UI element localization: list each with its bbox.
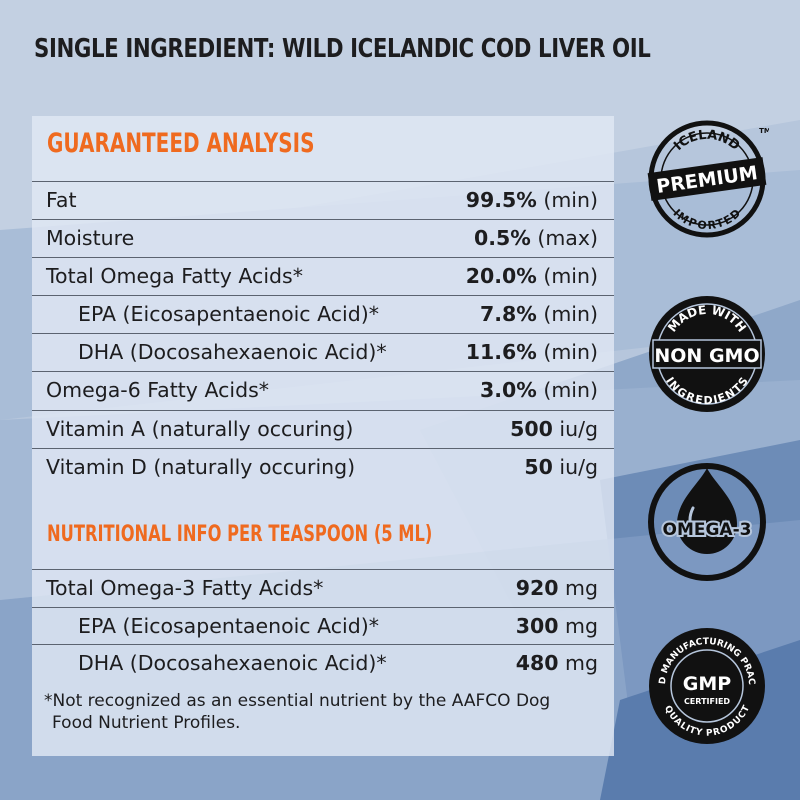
badge-sub-text: CERTIFIED: [684, 697, 730, 706]
table-row: Vitamin A (naturally occuring) 500 iu/g: [32, 409, 614, 448]
value-unit: (min): [543, 302, 598, 327]
value-number: 11.6%: [465, 340, 537, 365]
value-number: 480: [515, 651, 559, 675]
table-row: Fat 99.5% (min): [32, 181, 614, 219]
iceland-premium-badge: ICELAND IMPORTED PREMIUM TM: [645, 117, 771, 241]
value-number: 500: [510, 416, 553, 441]
guaranteed-analysis-table: Fat 99.5% (min) Moisture 0.5% (max) Tota…: [32, 181, 614, 486]
value-unit: (min): [543, 340, 598, 365]
badge-middle-text: NON GMO: [654, 345, 759, 367]
value-number: 7.8%: [479, 302, 537, 327]
value-unit: (min): [543, 378, 598, 403]
row-value: 20.0% (min): [466, 264, 598, 288]
table-row: DHA (Docosahexaenoic Acid)* 11.6% (min): [32, 333, 614, 371]
row-label: DHA (Docosahexaenoic Acid)*: [78, 340, 387, 365]
table-row: Omega-6 Fatty Acids* 3.0% (min): [32, 371, 614, 409]
table-row: Vitamin D (naturally occuring) 50 iu/g: [32, 447, 614, 486]
table-row: DHA (Docosahexaenoic Acid)* 480 mg: [32, 644, 614, 682]
value-number: 920: [515, 576, 559, 600]
value-number: 300: [515, 613, 559, 638]
value-unit: iu/g: [559, 454, 598, 479]
badge-middle-text: OMEGA-3: [663, 520, 752, 540]
value-number: 99.5%: [465, 188, 537, 212]
value-unit: mg: [565, 576, 598, 600]
nutritional-info-heading: NUTRITIONAL INFO PER TEASPOON (5 ML): [47, 522, 433, 547]
value-number: 3.0%: [479, 378, 537, 403]
row-value: 7.8% (min): [480, 302, 598, 326]
row-label: Vitamin A (naturally occuring): [46, 416, 354, 441]
row-value: 99.5% (min): [466, 188, 598, 212]
row-label: Moisture: [46, 226, 135, 251]
footnote-line-1: *Not recognized as an essential nutrient…: [44, 691, 551, 711]
row-value: 920 mg: [516, 576, 598, 600]
row-label: Vitamin D (naturally occuring): [46, 454, 356, 479]
trademark-text: TM: [759, 127, 769, 135]
row-value: 500 iu/g: [510, 417, 598, 441]
row-label: Fat: [46, 188, 77, 212]
value-unit: (min): [543, 188, 598, 212]
table-row: Moisture 0.5% (max): [32, 219, 614, 257]
value-number: 0.5%: [473, 226, 531, 251]
analysis-panel: [32, 116, 614, 756]
table-row: EPA (Eicosapentaenoic Acid)* 300 mg: [32, 606, 614, 645]
omega-3-badge: OMEGA-3: [645, 460, 769, 584]
value-unit: iu/g: [559, 416, 598, 441]
value-unit: (min): [543, 264, 598, 289]
value-unit: (max): [537, 226, 598, 251]
row-value: 50 iu/g: [524, 455, 598, 479]
row-label: Omega-6 Fatty Acids*: [46, 378, 270, 403]
value-unit: mg: [565, 651, 598, 675]
value-number: 20.0%: [465, 264, 537, 289]
table-row: Total Omega-3 Fatty Acids* 920 mg: [32, 569, 614, 607]
badge-middle-text: GMP: [683, 673, 732, 695]
row-value: 11.6% (min): [466, 340, 598, 364]
value-number: 50: [524, 454, 553, 479]
row-label: Total Omega Fatty Acids*: [46, 264, 303, 289]
nutritional-info-table: Total Omega-3 Fatty Acids* 920 mg EPA (E…: [32, 569, 614, 682]
row-value: 300 mg: [516, 614, 598, 638]
row-value: 3.0% (min): [480, 378, 598, 402]
value-unit: mg: [565, 613, 598, 638]
row-label: EPA (Eicosapentaenoic Acid)*: [78, 613, 379, 638]
row-label: Total Omega-3 Fatty Acids*: [46, 576, 324, 600]
row-label: DHA (Docosahexaenoic Acid)*: [78, 651, 387, 675]
page-title: SINGLE INGREDIENT: WILD ICELANDIC COD LI…: [34, 34, 651, 64]
row-value: 480 mg: [516, 651, 598, 675]
row-value: 0.5% (max): [474, 226, 598, 250]
row-label: EPA (Eicosapentaenoic Acid)*: [78, 302, 379, 327]
footnote-line-2: Food Nutrient Profiles.: [52, 713, 241, 733]
gmp-certified-badge: GOOD MANUFACTURING PRACTICE QUALITY PROD…: [641, 617, 769, 748]
table-row: EPA (Eicosapentaenoic Acid)* 7.8% (min): [32, 295, 614, 333]
guaranteed-analysis-heading: GUARANTEED ANALYSIS: [47, 128, 315, 159]
footnote: *Not recognized as an essential nutrient…: [44, 690, 604, 734]
non-gmo-badge: MADE WITH INGREDIENTS NON GMO: [645, 292, 769, 416]
oil-drop-icon: [677, 468, 737, 554]
table-row: Total Omega Fatty Acids* 20.0% (min): [32, 257, 614, 295]
